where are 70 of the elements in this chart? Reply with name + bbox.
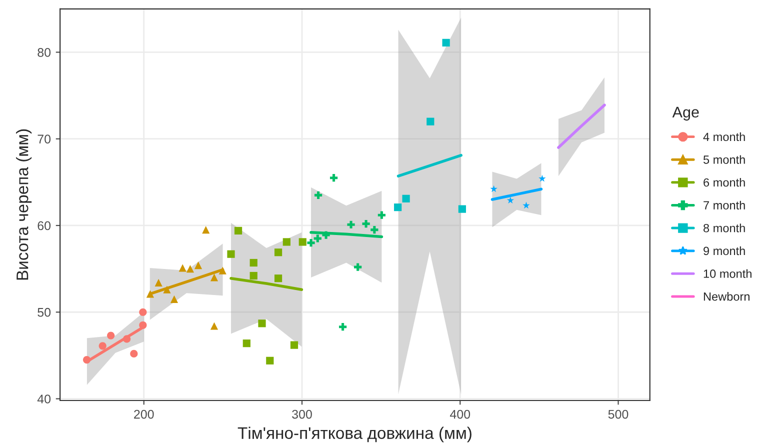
point xyxy=(274,274,282,282)
x-tick-label: 500 xyxy=(608,410,628,419)
point xyxy=(210,274,218,282)
legend-label: 8 month xyxy=(704,224,745,232)
point xyxy=(154,278,162,286)
legend-label: Newborn xyxy=(704,292,750,301)
point xyxy=(290,341,298,349)
point xyxy=(522,202,530,209)
point xyxy=(347,220,355,228)
point xyxy=(402,194,410,202)
x-axis-title: Тім'яно-п'яткова довжина (мм) xyxy=(238,426,472,442)
point xyxy=(139,321,147,329)
point xyxy=(250,272,258,280)
y-axis-title: Висота черепа (мм) xyxy=(16,129,32,280)
point xyxy=(370,226,378,234)
legend-label: 9 month xyxy=(704,246,745,256)
point xyxy=(506,196,514,204)
point xyxy=(538,174,546,182)
point xyxy=(322,231,330,239)
point xyxy=(227,250,235,258)
point xyxy=(362,220,370,228)
point xyxy=(307,239,315,247)
point xyxy=(442,38,450,46)
point xyxy=(258,320,266,328)
y-tick-label: 80 xyxy=(38,48,51,57)
point xyxy=(234,226,242,234)
legend-title: Age xyxy=(672,106,699,121)
point xyxy=(250,258,258,267)
y-tick-label: 50 xyxy=(38,308,51,317)
point xyxy=(218,266,226,274)
point xyxy=(194,262,202,270)
point xyxy=(394,203,402,212)
point xyxy=(122,335,131,343)
point xyxy=(82,356,91,364)
point xyxy=(163,286,171,294)
point xyxy=(330,174,338,182)
point xyxy=(282,238,290,246)
x-tick-label: 400 xyxy=(450,410,470,419)
point xyxy=(210,322,218,330)
point xyxy=(107,332,115,340)
point xyxy=(130,350,138,358)
legend-label: 7 month xyxy=(704,200,745,210)
x-tick-label: 200 xyxy=(134,410,154,419)
x-tick-label: 300 xyxy=(292,410,312,419)
point xyxy=(314,234,322,242)
legend-label: 6 month xyxy=(704,178,745,187)
point xyxy=(426,118,434,126)
point xyxy=(338,323,347,331)
point xyxy=(298,238,306,246)
point xyxy=(170,295,178,303)
point xyxy=(458,205,466,213)
point xyxy=(202,226,210,234)
point xyxy=(274,248,282,256)
point xyxy=(139,308,147,316)
legend-label: 4 month xyxy=(703,132,745,142)
point xyxy=(266,356,274,364)
point xyxy=(98,342,106,350)
point xyxy=(178,264,186,272)
point xyxy=(314,191,322,199)
point xyxy=(186,265,194,273)
point xyxy=(378,211,386,219)
point xyxy=(146,290,154,298)
point xyxy=(242,340,250,348)
legend-label: 5 month xyxy=(703,155,745,164)
y-tick-label: 60 xyxy=(38,221,51,230)
point xyxy=(354,263,362,271)
legend-label: 10 month xyxy=(704,269,752,278)
y-tick-label: 70 xyxy=(38,134,51,144)
y-tick-label: 40 xyxy=(37,394,51,404)
point xyxy=(490,185,498,192)
